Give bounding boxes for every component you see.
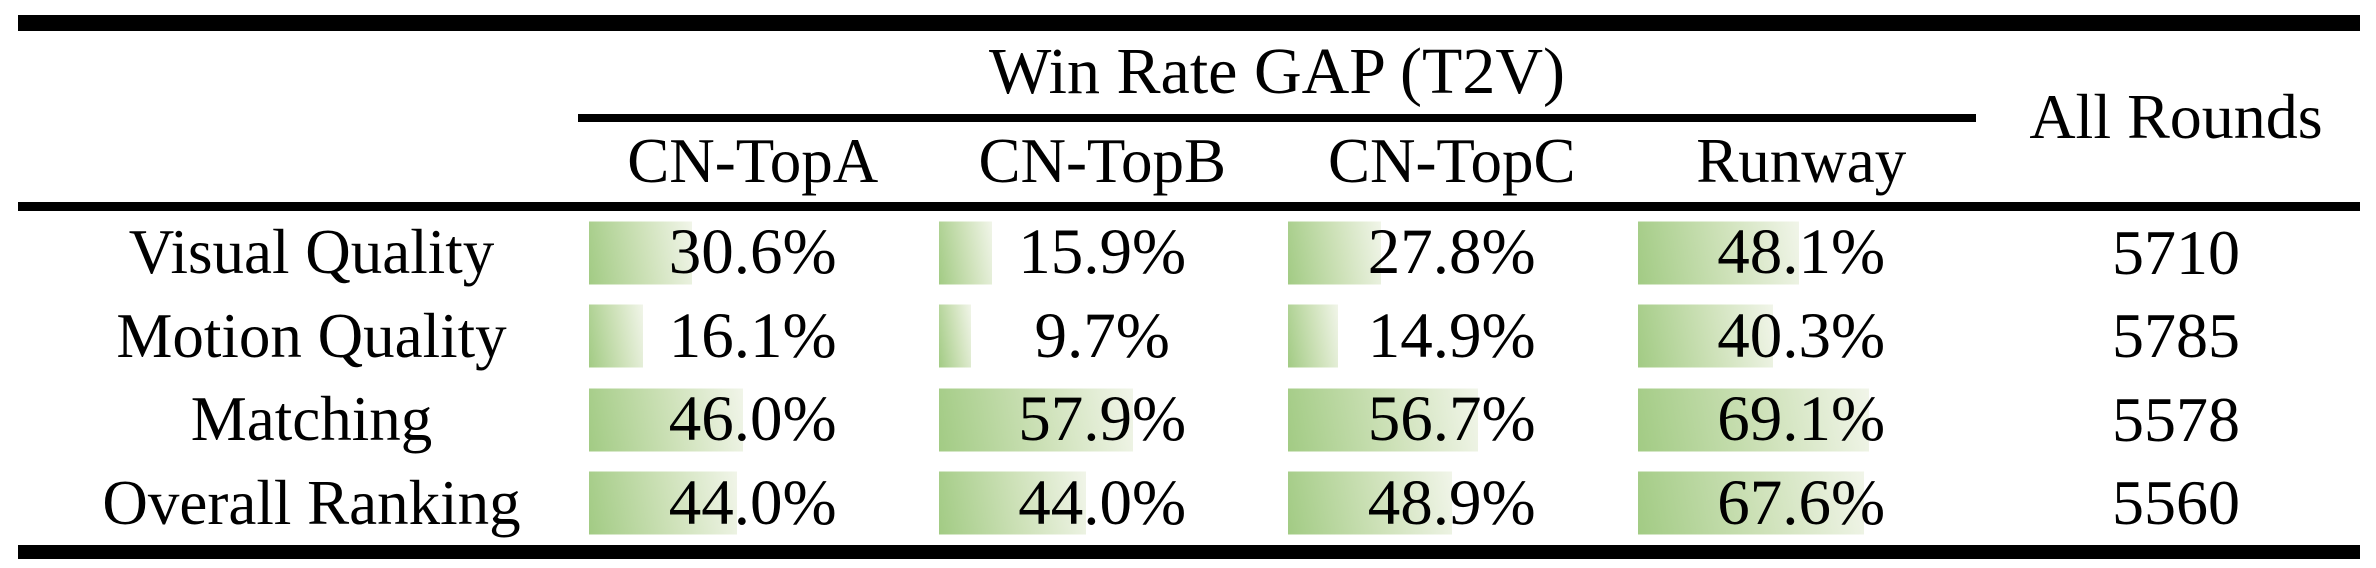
databar xyxy=(1288,471,1453,535)
all-rounds-value: 5578 xyxy=(2112,383,2240,455)
table-row-overall-ranking: Overall Ranking 44.0% 44.0% 48.9% 67.6% … xyxy=(0,462,2376,546)
databar xyxy=(938,388,1133,452)
databar xyxy=(1288,388,1479,452)
winrate-cell: 69.1% xyxy=(1627,378,1977,462)
row-label: Overall Ranking xyxy=(102,467,521,538)
databar xyxy=(1637,471,1865,535)
databar-track xyxy=(1288,304,1624,368)
winrate-value: 56.7% xyxy=(1367,383,1536,456)
winrate-value: 57.9% xyxy=(1018,383,1187,456)
winrate-value: 27.8% xyxy=(1367,216,1536,289)
winrate-cell: 44.0% xyxy=(578,462,928,546)
table-row-matching: Matching 46.0% 57.9% 56.7% 69.1% 5578 xyxy=(0,378,2376,462)
winrate-value: 40.3% xyxy=(1717,299,1886,372)
column-header-cn-topc: CN-TopC xyxy=(1327,125,1576,196)
table-body: Visual Quality 30.6% 15.9% 27.8% 48.1% 5… xyxy=(0,211,2376,545)
databar-track xyxy=(1637,388,1974,452)
top-rule xyxy=(18,15,2360,31)
databar xyxy=(589,221,692,285)
winrate-cell: 27.8% xyxy=(1277,211,1627,295)
all-rounds-value: 5560 xyxy=(2112,467,2240,539)
winrate-cell: 16.1% xyxy=(578,295,928,379)
databar-track xyxy=(589,388,925,452)
table-row-visual-quality: Visual Quality 30.6% 15.9% 27.8% 48.1% 5… xyxy=(0,211,2376,295)
databar xyxy=(938,304,972,368)
winrate-cell: 48.9% xyxy=(1277,462,1627,546)
databar-track xyxy=(938,388,1275,452)
winrate-value: 48.1% xyxy=(1717,216,1886,289)
table-row-motion-quality: Motion Quality 16.1% 9.7% 14.9% 40.3% 57… xyxy=(0,295,2376,379)
databar-track xyxy=(1637,304,1974,368)
row-label: Matching xyxy=(190,384,433,455)
databar-track xyxy=(1637,471,1974,535)
databar xyxy=(1637,304,1773,368)
databar xyxy=(938,221,992,285)
databar-track xyxy=(938,304,1275,368)
databar-track xyxy=(1288,388,1624,452)
databar xyxy=(1288,304,1338,368)
winrate-cell: 40.3% xyxy=(1627,295,1977,379)
databar-track xyxy=(1637,221,1974,285)
winrate-cell: 57.9% xyxy=(928,378,1278,462)
databar-track xyxy=(1288,221,1624,285)
winrate-value: 14.9% xyxy=(1367,299,1536,372)
winrate-value: 44.0% xyxy=(1018,466,1187,539)
databar-track xyxy=(589,304,925,368)
winrate-cell: 14.9% xyxy=(1277,295,1627,379)
databar-track xyxy=(938,471,1275,535)
group-header-underline-rule xyxy=(578,114,1976,122)
databar xyxy=(1637,221,1799,285)
winrate-value: 67.6% xyxy=(1717,466,1886,539)
bottom-rule xyxy=(18,545,2360,559)
winrate-value: 15.9% xyxy=(1018,216,1187,289)
databar-track xyxy=(589,221,925,285)
winrate-cell: 15.9% xyxy=(928,211,1278,295)
databar-track xyxy=(589,471,925,535)
databar-track xyxy=(938,221,1275,285)
winrate-value: 46.0% xyxy=(668,383,837,456)
winrate-value: 44.0% xyxy=(668,466,837,539)
databar xyxy=(1637,388,1870,452)
databar xyxy=(589,388,744,452)
winrate-cell: 30.6% xyxy=(578,211,928,295)
all-rounds-column-header: All Rounds xyxy=(2029,80,2323,152)
column-header-row: CN-TopA CN-TopB CN-TopC Runway xyxy=(578,120,1976,202)
winrate-cell: 67.6% xyxy=(1627,462,1977,546)
winrate-value: 30.6% xyxy=(668,216,837,289)
winrate-cell: 46.0% xyxy=(578,378,928,462)
column-header-runway: Runway xyxy=(1696,125,1907,196)
all-rounds-value: 5710 xyxy=(2112,216,2240,288)
all-rounds-value: 5785 xyxy=(2112,300,2240,372)
winrate-cell: 44.0% xyxy=(928,462,1278,546)
databar xyxy=(589,471,737,535)
header-separator-rule xyxy=(18,202,2360,211)
winrate-cell: 9.7% xyxy=(928,295,1278,379)
row-label: Motion Quality xyxy=(116,300,507,371)
row-label: Visual Quality xyxy=(128,217,495,288)
column-header-cn-topa: CN-TopA xyxy=(627,125,879,196)
databar xyxy=(938,471,1087,535)
databar-track xyxy=(1288,471,1624,535)
group-header-title: Win Rate GAP (T2V) xyxy=(989,35,1565,108)
winrate-cell: 56.7% xyxy=(1277,378,1627,462)
winrate-value: 9.7% xyxy=(1034,299,1170,372)
winrate-cell: 48.1% xyxy=(1627,211,1977,295)
databar xyxy=(1288,221,1382,285)
databar xyxy=(589,304,643,368)
winrate-value: 48.9% xyxy=(1367,466,1536,539)
column-header-cn-topb: CN-TopB xyxy=(978,125,1227,196)
winrate-value: 16.1% xyxy=(668,299,837,372)
winrate-value: 69.1% xyxy=(1717,383,1886,456)
